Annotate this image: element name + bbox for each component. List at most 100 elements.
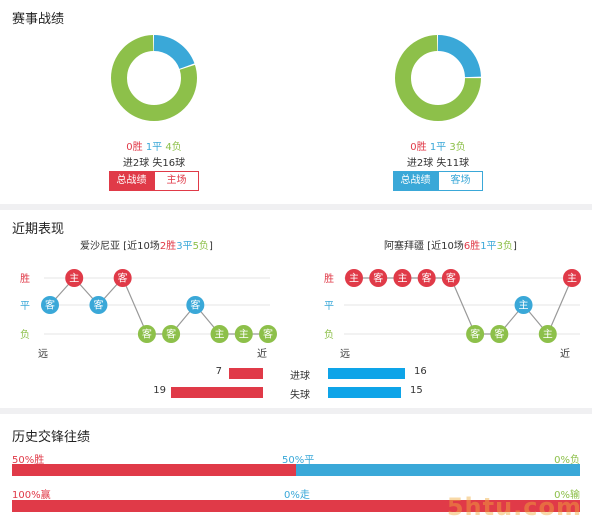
left-recent-summary: 爱沙尼亚 [近10场2胜3平5负] [80, 237, 213, 252]
history-row2-right: 0%输 [554, 490, 580, 501]
right-match-venue: 客 [470, 328, 480, 341]
right-draw-segment [395, 35, 481, 121]
right-match-venue: 主 [397, 273, 407, 285]
right-y-loss: 负 [324, 328, 334, 341]
goals-label: 进球 [290, 371, 310, 382]
record-section-title: 赛事战绩 [12, 12, 65, 27]
right-match-point [563, 269, 581, 287]
right-goals-value: 16 [414, 366, 427, 377]
right-match-venue: 主 [519, 300, 529, 312]
left-match-point [137, 325, 156, 343]
history-row1-win-fill [12, 464, 296, 476]
left-match-venue: 主 [215, 329, 225, 341]
right-team-name: 阿塞拜疆 [384, 241, 424, 252]
history-row2-win-fill [12, 500, 580, 512]
conceded-label: 失球 [290, 390, 310, 401]
left-match-point [234, 325, 253, 343]
left-y-draw: 平 [20, 301, 30, 312]
history-section-title: 历史交锋往绩 [12, 430, 91, 445]
right-loss-count: 3负 [449, 142, 466, 153]
right-record-tabs: 总战绩 客场 [393, 171, 483, 191]
right-match-venue: 客 [373, 272, 383, 285]
right-recent-losses: 3负 [496, 241, 513, 252]
left-match-venue: 客 [166, 328, 176, 341]
tab-left-home[interactable]: 主场 [154, 171, 199, 191]
right-summary-suffix: ] [512, 241, 517, 252]
left-match-point [65, 269, 84, 287]
left-match-venue: 客 [93, 299, 103, 312]
left-goals-value: 7 [215, 366, 222, 377]
right-conceded-value: 15 [410, 385, 423, 396]
left-match-point [89, 296, 108, 314]
history-row2-mid: 0%走 [284, 490, 310, 501]
recent-section-title: 近期表现 [12, 222, 65, 237]
left-win-count: 0胜 [126, 142, 143, 153]
left-conceded-bar [171, 387, 263, 398]
left-loss-count: 4负 [165, 142, 182, 153]
left-match-point [41, 296, 59, 314]
right-match-point [441, 269, 460, 287]
left-match-point [259, 325, 277, 343]
left-match-point [113, 269, 132, 287]
left-match-venue: 客 [118, 272, 128, 285]
left-match-point [186, 296, 205, 314]
right-x-near: 近 [560, 347, 570, 360]
recent-section: 近期表现 爱沙尼亚 [近10场2胜3平5负] 阿塞拜疆 [近10场6胜1平3负]… [0, 210, 592, 408]
right-match-point [345, 269, 363, 287]
right-win-count: 0胜 [410, 142, 427, 153]
right-match-point [490, 325, 509, 343]
left-y-loss: 负 [20, 328, 30, 341]
right-match-venue: 客 [494, 328, 504, 341]
right-match-venue: 客 [446, 272, 456, 285]
right-y-draw: 平 [324, 301, 334, 312]
left-summary-prefix: [近10场 [120, 241, 160, 252]
right-y-win: 胜 [324, 273, 334, 285]
watermark-logo: 5htu.com [446, 493, 582, 521]
left-match-point [162, 325, 181, 343]
right-form-line [354, 277, 573, 336]
right-x-far: 远 [340, 348, 350, 360]
history-row1-mid: 50%平 [282, 455, 315, 466]
right-form-chart: 胜 平 负 远 近 主客主客客客 客主主主 [324, 269, 581, 360]
left-x-near: 近 [257, 347, 267, 360]
right-match-venue: 主 [543, 329, 553, 341]
right-match-venue: 主 [349, 273, 359, 285]
left-match-venue: 客 [190, 299, 200, 312]
left-draw-count: 1平 [145, 142, 163, 153]
left-match-venue: 客 [142, 328, 152, 341]
left-x-far: 远 [38, 348, 48, 360]
right-match-point [514, 296, 533, 314]
tab-right-overall[interactable]: 总战绩 [393, 171, 438, 191]
left-form-line [49, 276, 268, 335]
left-match-venue: 主 [69, 273, 79, 285]
left-recent-draws: 3平 [176, 241, 193, 252]
right-match-point [466, 325, 485, 343]
left-loss-segment [111, 35, 197, 121]
right-goals-bar [328, 368, 406, 379]
left-conceded-value: 19 [153, 385, 166, 396]
tab-right-away[interactable]: 客场 [438, 171, 483, 191]
left-record-wdl: 0胜 1平 4负 [100, 138, 208, 153]
left-goals-bar [229, 368, 263, 379]
left-y-win: 胜 [20, 273, 30, 285]
history-row1-right: 0%负 [554, 455, 580, 466]
left-goals-conceded: 失16球 [152, 158, 186, 169]
history-row1-left: 50%胜 [12, 455, 45, 466]
right-match-venue: 客 [422, 272, 432, 285]
right-recent-wins: 6胜 [463, 241, 481, 252]
left-goals-scored: 进2球 [122, 158, 150, 169]
right-match-point [369, 269, 388, 287]
right-record-wdl: 0胜 1平 3负 [384, 138, 492, 153]
right-record-donut [395, 35, 481, 121]
right-draw-count: 1平 [429, 142, 447, 153]
right-recent-summary: 阿塞拜疆 [近10场6胜1平3负] [384, 237, 517, 252]
left-match-venue: 主 [239, 329, 249, 341]
right-record-goals: 进2球 失11球 [384, 154, 492, 169]
left-team-name: 爱沙尼亚 [80, 241, 120, 252]
record-section: 赛事战绩 0胜 1平 4负 进2球 失16球 总战绩 主场 0胜 1平 3负 进… [0, 0, 592, 204]
right-match-point [538, 325, 557, 343]
tab-left-overall[interactable]: 总战绩 [109, 171, 154, 191]
left-draw-segment [111, 35, 197, 121]
right-match-point [417, 269, 436, 287]
right-goals-conceded: 失11球 [436, 158, 470, 169]
